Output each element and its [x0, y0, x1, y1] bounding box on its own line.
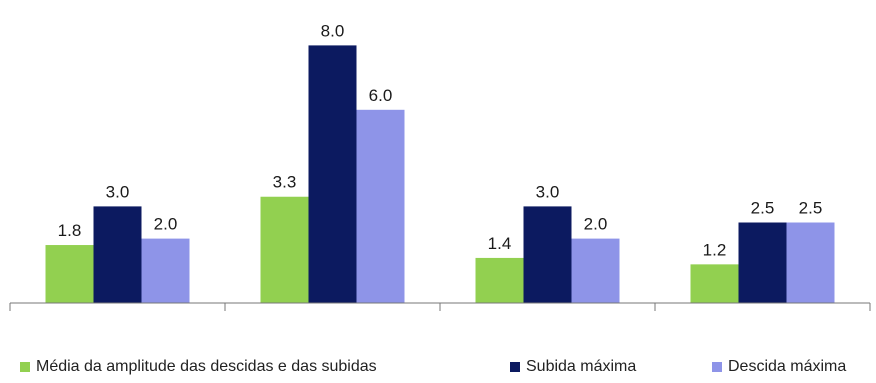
data-label-series-2-group-3: 3.0 [536, 182, 560, 201]
legend-label-subida: Subida máxima [526, 358, 637, 375]
data-label-series-2-group-2: 8.0 [321, 21, 345, 40]
data-label-series-3-group-4: 2.5 [799, 199, 823, 218]
bar-series-2-group-1 [93, 206, 142, 303]
bar-series-2-group-2 [308, 45, 357, 304]
legend-item-media: Média da amplitude das descidas e das su… [20, 358, 377, 376]
legend-swatch-subida [510, 362, 520, 372]
data-label-series-1-group-1: 1.8 [58, 221, 82, 240]
data-label-series-2-group-1: 3.0 [106, 182, 130, 201]
legend-swatch-descida [712, 362, 722, 372]
bar-series-3-group-3 [571, 238, 620, 303]
bar-series-1-group-1 [45, 245, 94, 303]
bar-series-1-group-3 [475, 257, 524, 303]
legend: Média da amplitude das descidas e das su… [0, 358, 876, 380]
legend-swatch-media [20, 362, 30, 372]
legend-label-descida: Descida máxima [728, 358, 847, 375]
data-label-series-1-group-2: 3.3 [273, 173, 297, 192]
data-label-series-3-group-1: 2.0 [154, 215, 178, 234]
legend-label-media: Média da amplitude das descidas e das su… [36, 358, 377, 375]
data-label-series-3-group-3: 2.0 [584, 215, 608, 234]
bar-series-2-group-4 [738, 222, 787, 303]
bar-series-3-group-2 [356, 109, 405, 303]
bar-series-2-group-3 [523, 206, 572, 303]
data-label-series-2-group-4: 2.5 [751, 199, 775, 218]
bars-layer [45, 45, 835, 304]
bar-series-3-group-1 [141, 238, 190, 303]
data-label-series-3-group-2: 6.0 [369, 86, 393, 105]
data-label-series-1-group-3: 1.4 [488, 234, 512, 253]
bar-series-3-group-4 [786, 222, 835, 303]
bar-series-1-group-2 [260, 196, 309, 303]
bar-chart: 1.8 3.3 1.4 1.2 3.0 8.0 3.0 2.5 2.0 6.0 2.0 2.5 [9, 21, 871, 311]
legend-item-descida: Descida máxima [712, 358, 846, 376]
bar-series-1-group-4 [690, 264, 739, 303]
data-labels-layer: 1.8 3.3 1.4 1.2 3.0 8.0 3.0 2.5 2.0 6.0 2.0 2.5 [58, 21, 823, 259]
legend-item-subida: Subida máxima [510, 358, 636, 376]
x-axis [9, 302, 871, 311]
data-label-series-1-group-4: 1.2 [703, 240, 727, 259]
